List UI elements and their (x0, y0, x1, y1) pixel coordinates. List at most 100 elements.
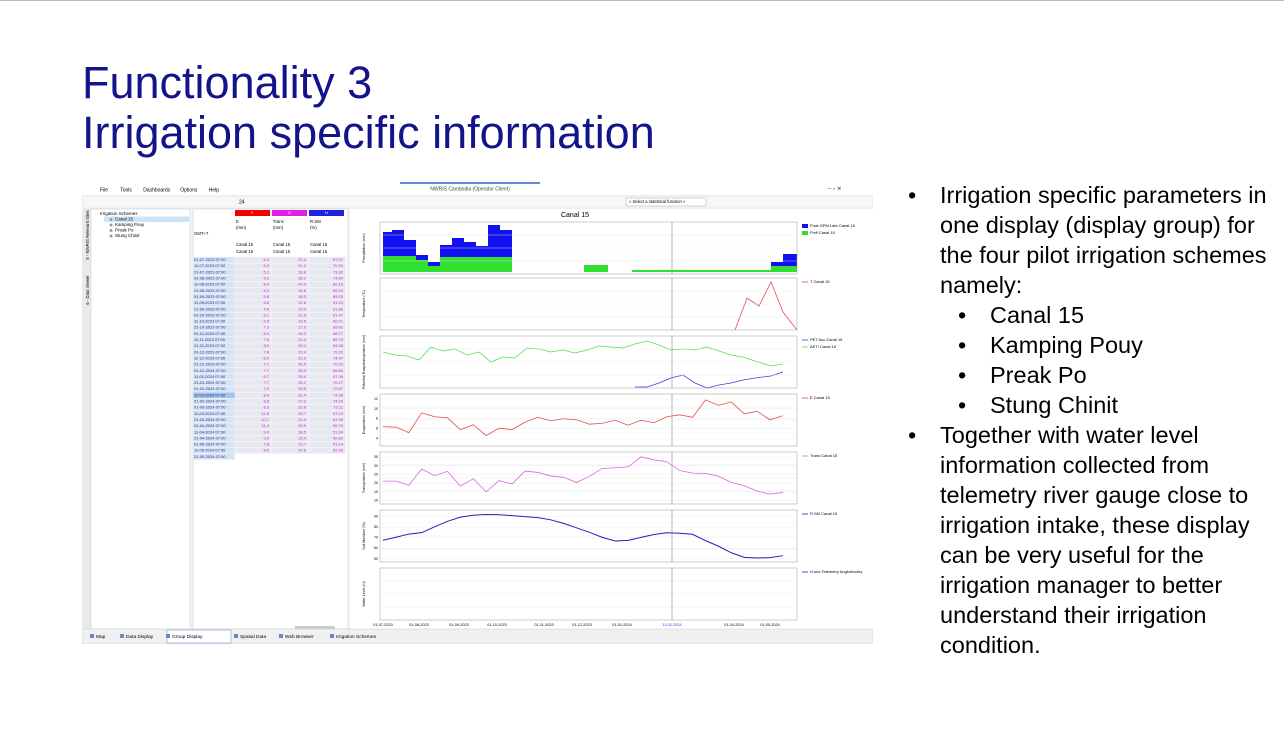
cell-value: 7.2 (263, 386, 269, 391)
tab-icon (166, 634, 170, 638)
bottom-tab[interactable]: Data Display (126, 634, 154, 640)
column-location: Canal 15 (236, 242, 254, 247)
bottom-tab[interactable]: Map (96, 634, 106, 640)
menu-item[interactable]: Tools (120, 187, 132, 193)
timezone: GMT+7 (194, 231, 209, 236)
row-date: 01-04-2024 07:00 (194, 423, 226, 428)
cell-value: 8.3 (263, 405, 269, 410)
side-tab[interactable]: 5 - NWRIS Relevant Sites (85, 210, 90, 259)
y-tick-label: 60 (374, 546, 378, 550)
cell-value: 8.2 (263, 288, 269, 293)
column-unit: (%) (310, 225, 317, 230)
column-letter: H (325, 210, 328, 215)
cell-value: 6.7 (263, 374, 269, 379)
legend-label: R.SM Canal 15 (810, 511, 838, 516)
cell-value: 15.0 (298, 306, 307, 311)
cell-value: 4.6 (263, 306, 269, 311)
scheme: Stung Chinit (940, 390, 1268, 420)
stat-select[interactable] (625, 197, 707, 207)
tree-item[interactable]: Preak Po (115, 228, 134, 233)
row-date: 21-05-2024 07:00 (194, 454, 226, 459)
cell-value: 91.80 (333, 306, 344, 311)
column-name: Trans (273, 219, 284, 224)
cell-value: 27.3 (298, 399, 307, 404)
column-color (235, 210, 270, 216)
column-name: R.SM (310, 219, 321, 224)
column-unit: (mm) (273, 225, 284, 230)
x-tick-label: 11-02-2024 (662, 623, 681, 627)
cell-value: 9.5 (263, 435, 269, 440)
cell-value: 21.5 (298, 312, 307, 317)
cell-value: 67.13 (333, 411, 344, 416)
y-tick-label: 90 (374, 514, 378, 518)
menu-item[interactable]: Help (209, 187, 220, 193)
cell-value: 7.3 (263, 325, 269, 330)
cell-value: 50.82 (333, 435, 344, 440)
tab-icon (120, 634, 124, 638)
row-date: 01-09-2023 07:00 (194, 294, 226, 299)
cell-value: 74.09 (333, 399, 344, 404)
window-controls: – ▫ ✕ (828, 187, 842, 193)
y-tick-label: 80 (374, 525, 378, 529)
row-date: 01-11-2023 07:00 (194, 331, 226, 336)
column-unit: (mm) (236, 225, 247, 230)
x-tick-label: 01-11-2023 (534, 623, 553, 627)
y-tick-label: 12 (374, 397, 378, 401)
column-location: Canal 15 (310, 249, 328, 254)
row-date: 21-03-2024 07:00 (194, 417, 226, 422)
tree-item[interactable]: Stung Chinit (115, 233, 140, 238)
title-accent (400, 182, 540, 184)
bottom-tab[interactable]: Web Browser (285, 634, 314, 640)
cell-value: 25.8 (298, 405, 307, 410)
menu-item[interactable]: Options (180, 187, 198, 193)
tab-icon (234, 634, 238, 638)
y-tick-label: 25 (374, 472, 378, 476)
cell-value: 91.47 (333, 312, 344, 317)
cell-value: 70.22 (333, 362, 344, 367)
cell-value: 7.7 (263, 368, 269, 373)
tree-item[interactable]: Canal 15 (115, 217, 134, 222)
row-date: 01-05-2024 07:00 (194, 442, 226, 447)
y-tick-label: 4 (376, 437, 378, 441)
y-axis-label: Temperature (°C) (362, 290, 366, 318)
bottom-tab[interactable]: Spatial Data (240, 634, 266, 640)
side-tab[interactable]: 6 - Data Viewer (85, 275, 90, 305)
row-date: 21-02-2024 07:00 (194, 399, 226, 404)
menu-item[interactable]: Dashboards (143, 187, 170, 193)
cell-value: 70.29 (333, 263, 344, 268)
cell-value: 8.4 (263, 392, 269, 397)
y-tick-label: 8 (376, 417, 378, 421)
series-line (383, 456, 783, 495)
legend-label: T Canal 15 (810, 279, 830, 284)
cell-value: 25.7 (298, 411, 307, 416)
tree-item[interactable]: Kamping Pouy (115, 222, 145, 227)
cell-value: 90.71 (333, 319, 344, 324)
bottom-tab-bar (82, 628, 873, 644)
legend-label: H.obs Telemetry Angkorborey (810, 569, 862, 574)
cell-value: 6.8 (263, 300, 269, 305)
cell-value: 79.22 (333, 349, 344, 354)
x-tick-label: 01-07-2023 (373, 623, 392, 627)
bullets: Irrigation specific parameters in one di… (908, 180, 1268, 660)
cell-value: 24.2 (298, 337, 307, 342)
row-date: 11-04-2024 07:00 (194, 429, 226, 434)
cell-value: 51.14 (333, 442, 344, 447)
row-date: 21-10-2023 07:00 (194, 325, 226, 330)
cell-value: 29.4 (298, 374, 307, 379)
row-date: 11-05-2024 07:00 (194, 448, 226, 453)
row-date: 11-09-2023 07:00 (194, 300, 226, 305)
legend-label: AETI Canal 15 (810, 344, 837, 349)
cell-value: 66.80 (333, 368, 344, 373)
cell-value: 6.4 (263, 257, 269, 262)
column-location: Canal 15 (236, 249, 254, 254)
chart-panel (350, 209, 873, 629)
row-date: 21-11-2023 07:00 (194, 343, 226, 348)
menu-item[interactable]: File (100, 187, 108, 193)
bottom-tab[interactable]: Group Display (172, 634, 203, 640)
row-date: 01-01-2024 07:00 (194, 368, 226, 373)
bottom-tab[interactable]: Irrigation Schemes (336, 634, 377, 640)
cell-value: 18.5 (298, 429, 307, 434)
x-tick-label: 01-05-2024 (760, 623, 779, 627)
side-tabs (82, 209, 91, 629)
toolbar (82, 195, 873, 209)
